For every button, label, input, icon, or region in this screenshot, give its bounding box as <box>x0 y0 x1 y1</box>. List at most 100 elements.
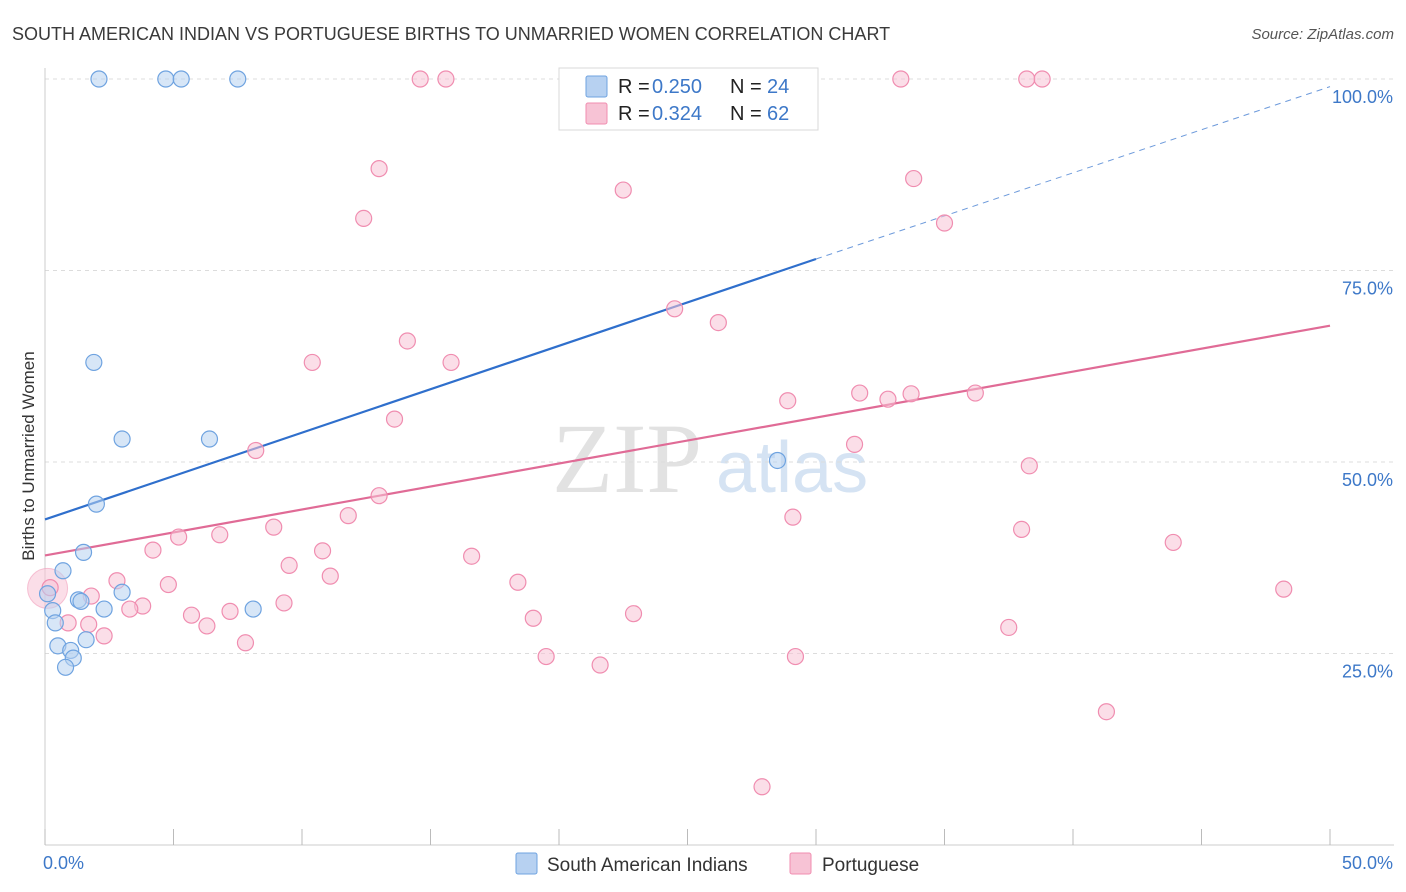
point-portuguese-5 <box>1033 70 1051 88</box>
chart-source: Source: ZipAtlas.com <box>1251 26 1394 43</box>
point-south-american-indians-7 <box>768 451 787 470</box>
point-portuguese-21 <box>385 410 404 428</box>
point-portuguese-32 <box>170 528 188 546</box>
y-tick-label-50: 50.0% <box>1342 470 1393 490</box>
point-portuguese-17 <box>851 384 869 402</box>
point-portuguese-25 <box>370 487 388 505</box>
bottom-legend-label-portuguese: Portuguese <box>822 855 919 876</box>
point-portuguese-49 <box>624 605 643 623</box>
trend-line-south-american-indians <box>44 257 817 521</box>
point-portuguese-20 <box>966 384 984 402</box>
point-portuguese-1 <box>437 70 455 88</box>
legend-n-value-1: 62 <box>767 103 789 125</box>
legend-n-value-0: 24 <box>767 76 789 98</box>
point-south-american-indians-14 <box>38 585 57 603</box>
legend-r-value-0: 0.250 <box>652 76 702 98</box>
point-south-american-indians-13 <box>113 583 131 601</box>
point-south-american-indians-1 <box>157 70 175 88</box>
point-south-american-indians-2 <box>172 70 190 88</box>
point-south-american-indians-19 <box>77 631 95 649</box>
trend-line-portuguese <box>44 324 1331 557</box>
point-portuguese-45 <box>275 594 293 612</box>
point-portuguese-44 <box>121 600 139 618</box>
legend-n-label-1: N = <box>730 103 762 125</box>
point-south-american-indians-18 <box>46 614 64 632</box>
legend-r-label-1: R = <box>618 103 650 125</box>
point-portuguese-57 <box>591 656 609 674</box>
point-portuguese-4 <box>1018 70 1036 88</box>
grid <box>45 78 1394 654</box>
point-portuguese-36 <box>280 556 298 575</box>
point-portuguese-59 <box>1097 703 1116 721</box>
point-portuguese-14 <box>303 353 321 372</box>
point-portuguese-52 <box>198 617 216 635</box>
legend-n-label-0: N = <box>730 76 762 98</box>
point-portuguese-31 <box>211 526 229 544</box>
point-south-american-indians-23 <box>56 658 75 676</box>
point-portuguese-16 <box>779 392 797 410</box>
point-south-american-indians-6 <box>200 430 219 448</box>
y-axis-label: Births to Unmarried Women <box>19 351 38 560</box>
point-portuguese-18 <box>879 390 897 408</box>
watermark-zip: ZIP <box>552 403 702 514</box>
point-portuguese-37 <box>321 567 339 585</box>
x-tick-label-0: 0.0% <box>43 853 84 873</box>
point-portuguese-19 <box>902 385 920 403</box>
point-portuguese-55 <box>1000 618 1018 637</box>
point-portuguese-54 <box>236 634 255 652</box>
watermark-atlas: atlas <box>716 428 868 508</box>
point-portuguese-13 <box>398 332 416 350</box>
point-portuguese-23 <box>845 435 864 453</box>
point-portuguese-12 <box>709 313 727 332</box>
data-points <box>27 70 1293 796</box>
bottom-legend-label-south-american-indians: South American Indians <box>547 855 748 876</box>
point-south-american-indians-5 <box>113 430 131 448</box>
point-portuguese-29 <box>1164 533 1182 552</box>
point-portuguese-46 <box>221 602 239 620</box>
point-portuguese-7 <box>614 181 632 199</box>
point-portuguese-22 <box>247 441 265 460</box>
point-portuguese-6 <box>370 160 388 178</box>
legend-r-value-1: 0.324 <box>652 103 702 125</box>
point-portuguese-35 <box>463 547 481 565</box>
point-portuguese-53 <box>95 627 113 645</box>
point-portuguese-61 <box>753 778 771 796</box>
axes <box>44 68 1394 846</box>
point-south-american-indians-0 <box>90 70 108 88</box>
point-portuguese-9 <box>355 209 373 228</box>
point-south-american-indians-17 <box>244 600 262 618</box>
point-portuguese-38 <box>509 573 527 591</box>
point-portuguese-24 <box>1020 457 1038 475</box>
point-south-american-indians-16 <box>95 600 113 618</box>
point-south-american-indians-12 <box>72 592 90 611</box>
point-portuguese-28 <box>1012 520 1031 539</box>
chart-title: SOUTH AMERICAN INDIAN VS PORTUGUESE BIRT… <box>12 24 890 44</box>
point-portuguese-51 <box>80 615 98 633</box>
point-south-american-indians-10 <box>54 562 72 580</box>
point-portuguese-58 <box>786 647 805 666</box>
point-portuguese-30 <box>265 518 283 536</box>
point-portuguese-40 <box>159 575 177 594</box>
y-tick-labels: 25.0% 50.0% 75.0% 100.0% <box>1332 87 1393 682</box>
point-portuguese-10 <box>935 214 954 232</box>
y-tick-label-100: 100.0% <box>1332 87 1393 107</box>
x-tick-labels: 0.0% 50.0% <box>43 853 1393 873</box>
y-tick-label-25: 25.0% <box>1342 662 1393 682</box>
bottom-legend-swatch-portuguese <box>789 852 812 875</box>
x-tick-label-50: 50.0% <box>1342 853 1393 873</box>
point-portuguese-56 <box>537 647 555 666</box>
point-portuguese-60 <box>1275 580 1293 598</box>
legend-swatch-portuguese <box>585 102 608 125</box>
point-portuguese-27 <box>784 508 802 526</box>
point-south-american-indians-3 <box>229 70 247 88</box>
point-south-american-indians-8 <box>87 495 106 513</box>
legend-swatch-south-american-indians <box>585 75 608 98</box>
watermark: ZIP atlas <box>552 403 868 514</box>
trend-line-extension-south-american-indians <box>815 86 1331 260</box>
bottom-legend-swatch-south-american-indians <box>515 852 538 875</box>
point-south-american-indians-4 <box>85 353 103 372</box>
y-tick-label-75: 75.0% <box>1342 279 1393 299</box>
point-portuguese-33 <box>144 541 162 559</box>
point-portuguese-8 <box>905 169 923 188</box>
